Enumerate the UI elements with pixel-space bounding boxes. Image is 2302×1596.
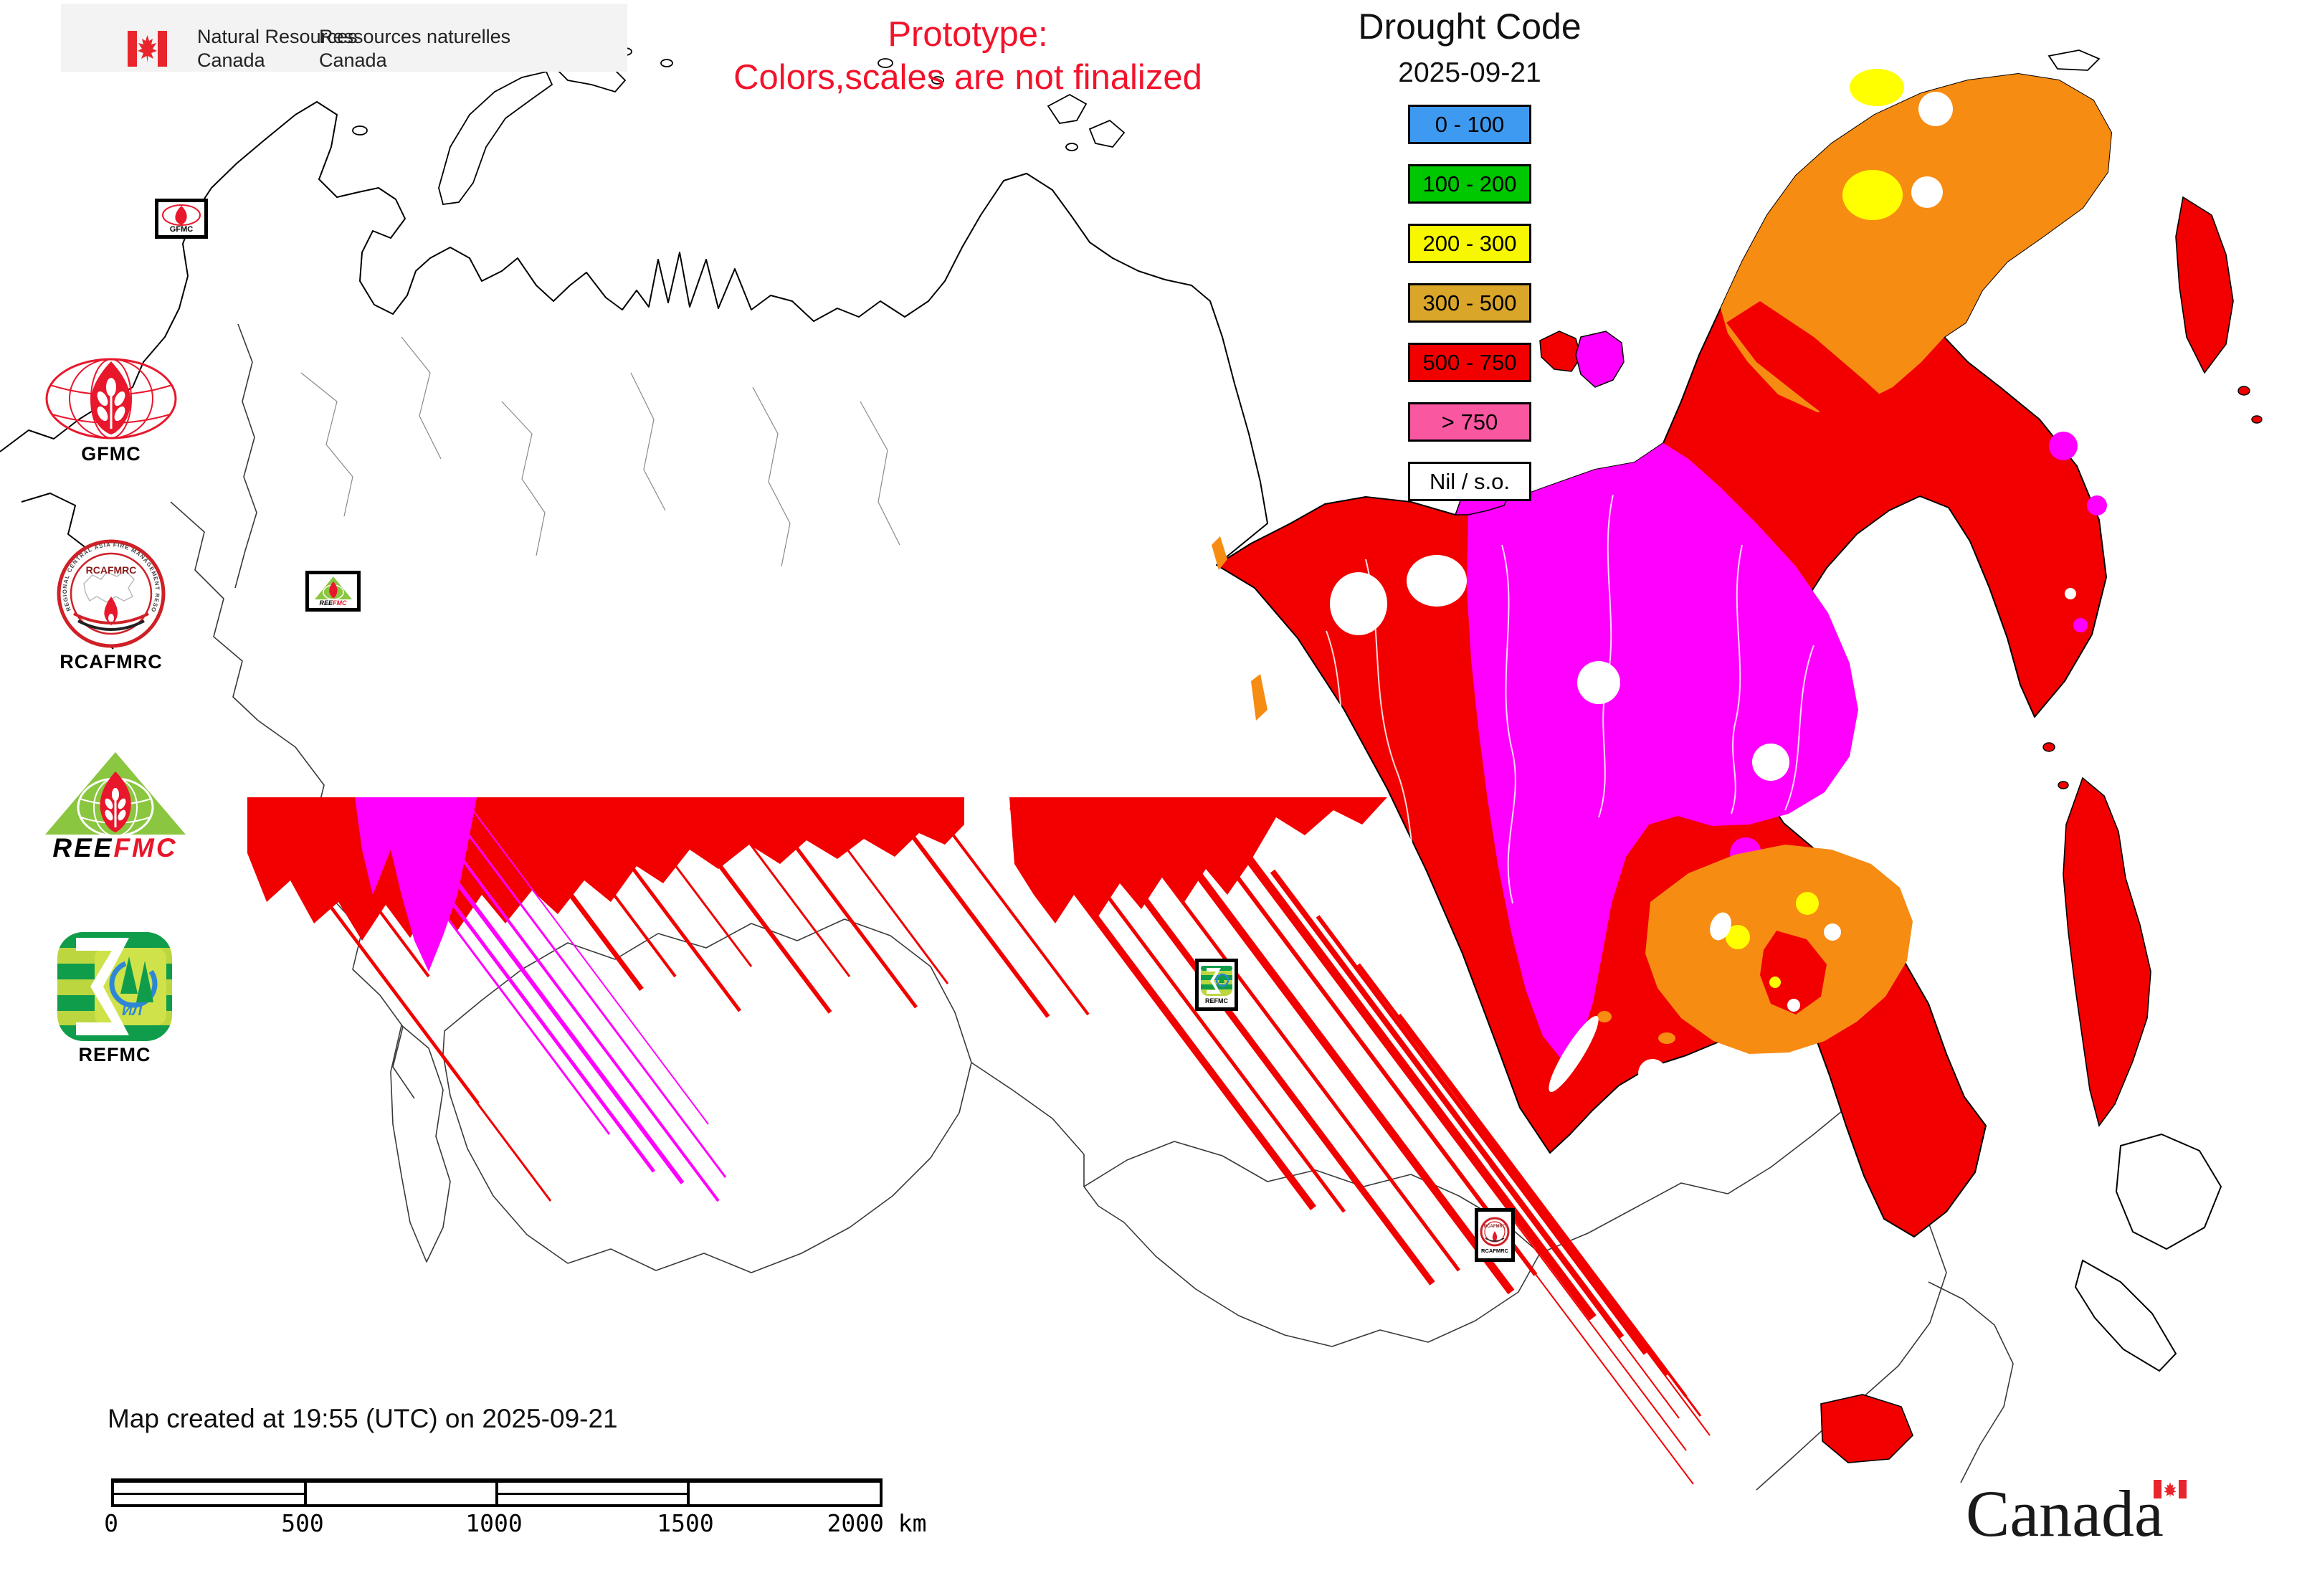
- refmc-logo-block: ИЛ REFMC: [43, 932, 186, 1066]
- rcafmrc-inner-label: RCAFMRC: [86, 564, 137, 576]
- scalebar-tick-500: 500: [281, 1509, 324, 1537]
- map-created-text: Map created at 19:55 (UTC) on 2025-09-21: [108, 1404, 618, 1433]
- refmc-logo-label: REFMC: [78, 1044, 151, 1065]
- legend-item-0-100: 0 - 100: [1408, 105, 1531, 144]
- svg-text:RCAFMRC: RCAFMRC: [1484, 1225, 1506, 1229]
- coastline-japan: [2074, 1133, 2222, 1372]
- gfmc-marker-icon: [162, 204, 201, 226]
- scalebar-tick-2000: 2000 km: [827, 1509, 926, 1537]
- rcafmrc-marker-label: RCAFMRC: [1481, 1247, 1508, 1254]
- map-marker-gfmc: GFMC: [155, 199, 208, 239]
- rcafmrc-logo-label: RCAFMRC: [60, 651, 163, 673]
- reefmc-logo-label: REEFMC: [34, 833, 196, 863]
- canada-wordmark-text: Canada: [1966, 1477, 2164, 1550]
- coastline-west: [0, 101, 1268, 650]
- rcafmrc-logo-icon: REGIONAL CENTRAL ASIA FIRE MANAGEMENT RE…: [57, 539, 166, 648]
- canada-wordmark: Canada: [1966, 1476, 2224, 1554]
- refmc-logo-icon: ИЛ: [57, 932, 172, 1041]
- reefmc-marker-label: REEFMC: [319, 600, 346, 607]
- canada-wordmark-flag-icon: [2154, 1480, 2187, 1498]
- region-borders-west: [300, 336, 900, 567]
- nrcan-label-en: Natural Resources Canada: [197, 25, 358, 72]
- gfmc-logo-label: GFMC: [81, 443, 141, 465]
- reefmc-logo-icon: [44, 752, 186, 837]
- nrcan-en-line2: Canada: [197, 49, 265, 71]
- legend-item-500-750: 500 - 750: [1408, 343, 1531, 382]
- scalebar-unit: km: [898, 1509, 927, 1537]
- refmc-marker-label: REFMC: [1205, 997, 1228, 1004]
- drought-region-orange: [1212, 74, 2111, 1054]
- nrcan-en-line1: Natural Resources: [197, 26, 358, 47]
- scalebar-tick-1500: 1500: [657, 1509, 714, 1537]
- reefmc-label-black: REE: [52, 833, 114, 863]
- scalebar-labels: 0 500 1000 1500 2000 km: [104, 1509, 971, 1538]
- nrcan-signature: Natural Resources Canada Ressources natu…: [61, 4, 627, 72]
- map-marker-refmc: REFMC: [1195, 959, 1238, 1011]
- scalebar-tick-0: 0: [104, 1509, 118, 1537]
- nrcan-label-fr: Ressources naturelles Canada: [319, 25, 510, 72]
- reefmc-marker-black: REE: [319, 599, 333, 607]
- legend-title: Drought Code: [1358, 6, 1582, 47]
- legend-items: 0 - 100 100 - 200 200 - 300 300 - 500 50…: [1355, 105, 1584, 501]
- gfmc-logo-block: GFMC: [36, 357, 186, 465]
- reefmc-marker-red: FMC: [333, 599, 347, 607]
- legend-panel: Drought Code 2025-09-21 0 - 100 100 - 20…: [1355, 6, 1584, 501]
- gfmc-marker-label: GFMC: [169, 224, 194, 234]
- prototype-line2: Colors,scales are not finalized: [733, 58, 1202, 97]
- scalebar: [111, 1478, 883, 1507]
- canada-flag-icon: [128, 31, 167, 67]
- nrcan-fr-line2: Canada: [319, 49, 387, 71]
- prototype-warning: Prototype: Colors,scales are not finaliz…: [677, 13, 1258, 99]
- reefmc-marker-icon: [314, 576, 352, 600]
- refmc-inner-label: ИЛ: [122, 1003, 143, 1019]
- legend-item-100-200: 100 - 200: [1408, 164, 1531, 204]
- nrcan-fr-line1: Ressources naturelles: [319, 26, 511, 47]
- legend-item-nil: Nil / s.o.: [1408, 462, 1531, 501]
- legend-date: 2025-09-21: [1398, 57, 1541, 88]
- reefmc-label-red: FMC: [113, 833, 178, 863]
- map-marker-reefmc: REEFMC: [305, 571, 361, 612]
- nil-lakes: [1330, 92, 2076, 1110]
- drought-region-yellow: [1726, 69, 1904, 988]
- gfmc-logo-icon: [45, 358, 177, 440]
- legend-item-gt-750: > 750: [1408, 402, 1531, 442]
- legend-item-200-300: 200 - 300: [1408, 224, 1531, 263]
- prototype-line1: Prototype:: [888, 15, 1048, 54]
- rcafmrc-logo-block: REGIONAL CENTRAL ASIA FIRE MANAGEMENT RE…: [39, 539, 183, 673]
- legend-item-300-500: 300 - 500: [1408, 283, 1531, 323]
- scalebar-tick-2000-num: 2000: [827, 1509, 884, 1537]
- streak-band: [247, 797, 1711, 1485]
- rcafmrc-marker-icon: RCAFMRC: [1480, 1217, 1510, 1247]
- map-marker-rcafmrc: RCAFMRC RCAFMRC: [1475, 1208, 1515, 1262]
- reefmc-logo-block: REEFMC: [34, 750, 196, 863]
- scalebar-tick-1000: 1000: [465, 1509, 523, 1537]
- refmc-marker-icon: [1201, 965, 1232, 996]
